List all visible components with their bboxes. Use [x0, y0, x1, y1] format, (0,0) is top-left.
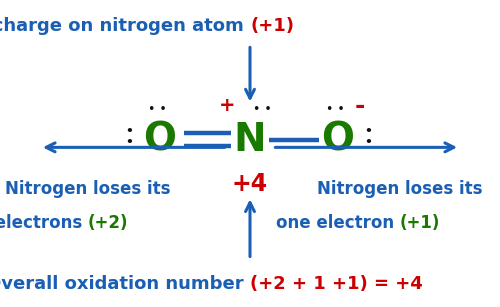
Text: +1 charge on nitrogen atom: +1 charge on nitrogen atom	[0, 17, 250, 35]
Text: • •: • •	[326, 103, 344, 116]
Text: two electrons: two electrons	[0, 214, 88, 231]
Text: N: N	[234, 121, 266, 159]
Text: one electron: one electron	[276, 214, 400, 231]
Text: • •: • •	[148, 103, 167, 116]
Text: Nitrogen loses its: Nitrogen loses its	[318, 180, 483, 198]
Text: +: +	[219, 96, 236, 115]
Text: O: O	[321, 121, 354, 159]
Text: -: -	[355, 94, 365, 118]
Text: •
•: • •	[364, 125, 372, 149]
Text: • •: • •	[253, 103, 272, 116]
Text: Overall oxidation number: Overall oxidation number	[0, 275, 250, 293]
Text: •
•: • •	[125, 125, 133, 149]
Text: (+1): (+1)	[400, 214, 440, 231]
Text: (+2 + 1 +1) = +4: (+2 + 1 +1) = +4	[250, 275, 423, 293]
Text: +4: +4	[232, 172, 268, 196]
Text: Nitrogen loses its: Nitrogen loses its	[5, 180, 170, 198]
Text: O: O	[144, 121, 176, 159]
Text: (+1): (+1)	[250, 17, 294, 35]
Text: (+2): (+2)	[88, 214, 128, 231]
